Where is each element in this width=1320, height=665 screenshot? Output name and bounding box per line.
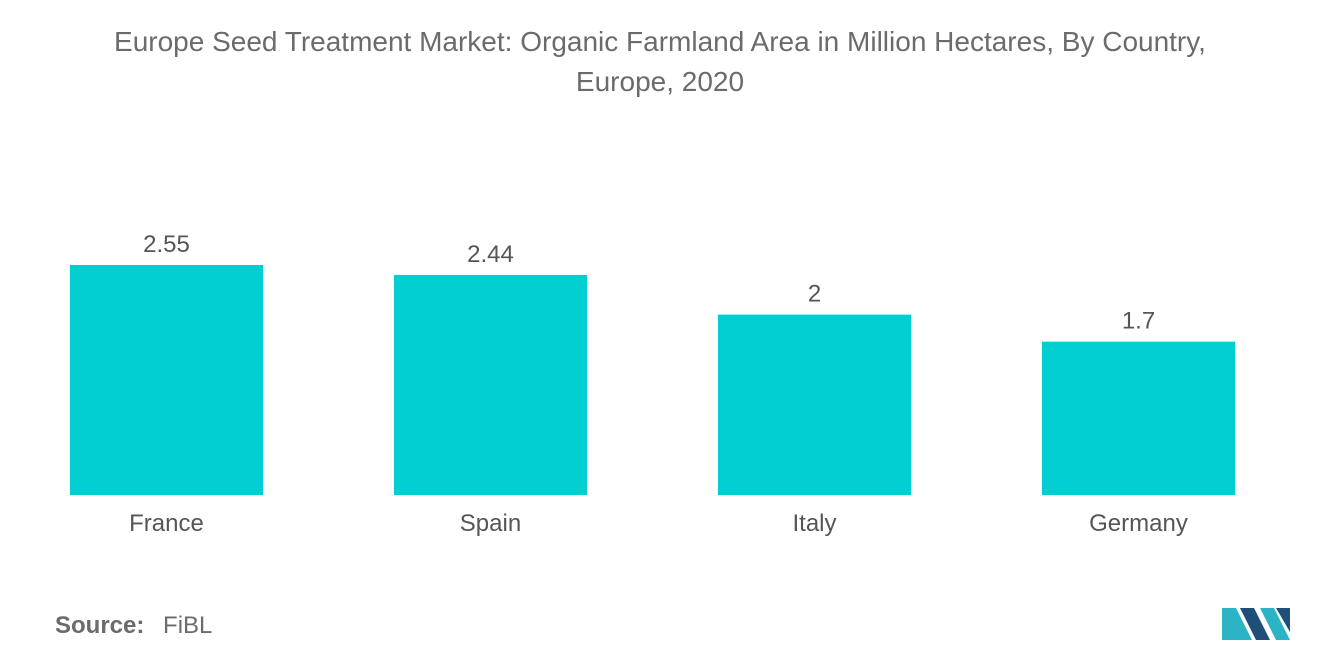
bar-italy — [718, 314, 911, 495]
chart-title-line-2: Europe, 2020 — [575, 66, 745, 97]
data-label-germany: 1.7 — [1122, 308, 1155, 335]
x-tick-label-france: France — [129, 510, 204, 537]
logo-shape-1 — [1222, 608, 1252, 640]
x-tick-label-italy: Italy — [792, 510, 836, 537]
x-tick-label-spain: Spain — [460, 510, 521, 537]
source-note: Source: FiBL — [55, 612, 212, 640]
source-value: FiBL — [163, 612, 213, 639]
source-label: Source: — [55, 612, 145, 639]
bar-spain — [394, 274, 587, 495]
chart-title-line-1: Europe Seed Treatment Market: Organic Fa… — [114, 26, 1206, 57]
mordor-intelligence-logo-icon — [1222, 608, 1290, 640]
bar-germany — [1042, 341, 1235, 495]
logo-shape-2 — [1240, 608, 1270, 640]
logo-shape-4 — [1276, 608, 1290, 632]
x-tick-label-germany: Germany — [1089, 510, 1188, 537]
logo-shape-3 — [1260, 608, 1290, 640]
bar-france — [70, 265, 263, 495]
chart-title: Europe Seed Treatment Market: Organic Fa… — [0, 22, 1320, 102]
data-label-spain: 2.44 — [467, 241, 514, 268]
data-label-italy: 2 — [808, 281, 821, 308]
data-label-france: 2.55 — [143, 231, 190, 258]
